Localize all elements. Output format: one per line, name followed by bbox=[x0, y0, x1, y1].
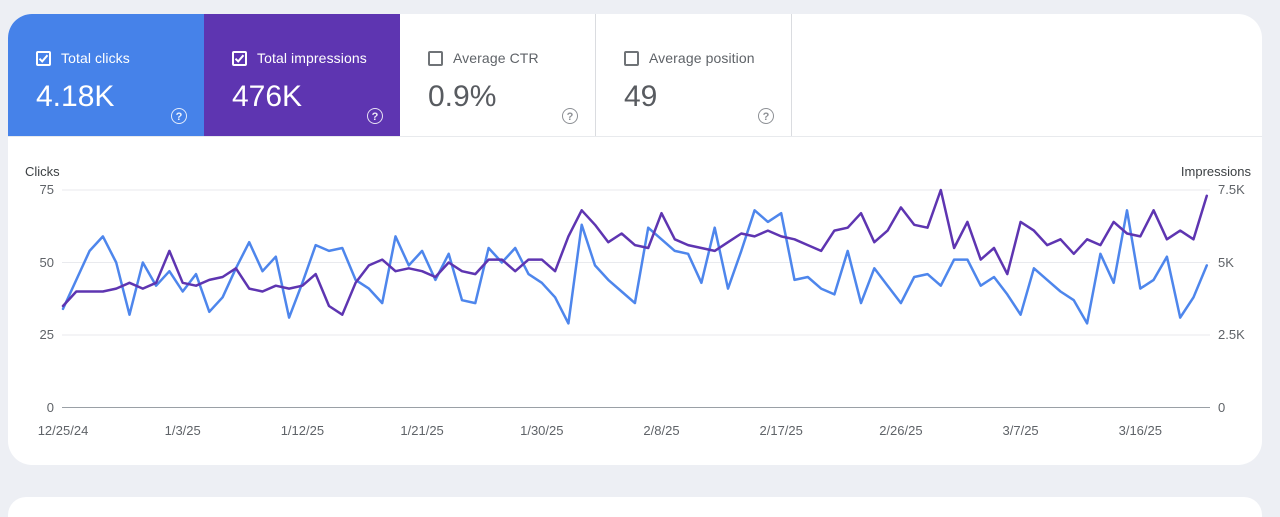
metric-card-average-position[interactable]: Average position 49 ? bbox=[596, 14, 792, 136]
average-ctr-value: 0.9% bbox=[428, 80, 497, 113]
check-icon bbox=[38, 54, 49, 63]
metric-card-label: Total clicks bbox=[61, 50, 130, 66]
metric-card-label: Average CTR bbox=[453, 50, 539, 66]
check-icon bbox=[234, 54, 245, 63]
performance-panel: Total clicks 4.18K ? Total impressions 4… bbox=[8, 14, 1262, 465]
average-position-value: 49 bbox=[624, 80, 658, 113]
help-icon[interactable]: ? bbox=[367, 108, 383, 124]
metric-cards-row: Total clicks 4.18K ? Total impressions 4… bbox=[8, 14, 1262, 137]
help-icon[interactable]: ? bbox=[171, 108, 187, 124]
average-position-checkbox[interactable] bbox=[624, 50, 639, 66]
next-panel-top-edge bbox=[8, 497, 1262, 517]
help-icon[interactable]: ? bbox=[562, 108, 578, 124]
total-clicks-checkbox[interactable] bbox=[36, 50, 51, 66]
metric-card-total-impressions[interactable]: Total impressions 476K ? bbox=[204, 14, 400, 136]
help-icon[interactable]: ? bbox=[758, 108, 774, 124]
total-clicks-value: 4.18K bbox=[36, 80, 115, 113]
metric-card-label: Total impressions bbox=[257, 50, 367, 66]
total-impressions-value: 476K bbox=[232, 80, 303, 113]
metric-card-label: Average position bbox=[649, 50, 755, 66]
metric-card-total-clicks[interactable]: Total clicks 4.18K ? bbox=[8, 14, 204, 136]
average-ctr-checkbox[interactable] bbox=[428, 50, 443, 66]
metric-card-average-ctr[interactable]: Average CTR 0.9% ? bbox=[400, 14, 596, 136]
total-impressions-checkbox[interactable] bbox=[232, 50, 247, 66]
